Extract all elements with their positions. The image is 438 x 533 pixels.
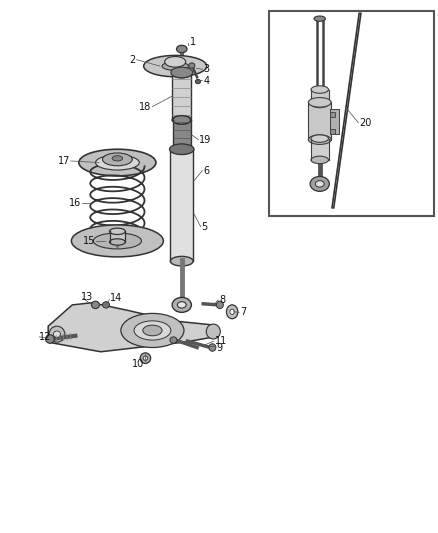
Ellipse shape — [230, 309, 234, 314]
Text: 4: 4 — [203, 76, 209, 86]
Text: 6: 6 — [203, 166, 209, 175]
Text: 14: 14 — [110, 294, 122, 303]
Ellipse shape — [172, 116, 191, 124]
Ellipse shape — [310, 176, 329, 191]
Bar — [269, 11, 434, 216]
Ellipse shape — [102, 302, 110, 308]
Ellipse shape — [311, 86, 328, 93]
Ellipse shape — [121, 313, 184, 348]
Ellipse shape — [209, 344, 216, 351]
Polygon shape — [48, 303, 215, 352]
Ellipse shape — [216, 301, 223, 309]
Text: 19: 19 — [199, 135, 212, 144]
Text: 13: 13 — [81, 293, 93, 302]
Ellipse shape — [46, 335, 54, 343]
Text: 1: 1 — [190, 37, 196, 46]
Ellipse shape — [110, 228, 125, 235]
Ellipse shape — [173, 116, 191, 124]
Ellipse shape — [172, 69, 191, 78]
Ellipse shape — [314, 16, 325, 21]
Ellipse shape — [311, 156, 328, 164]
Ellipse shape — [189, 63, 195, 68]
Ellipse shape — [112, 156, 123, 161]
Ellipse shape — [92, 301, 99, 309]
Text: 18: 18 — [139, 102, 152, 111]
Bar — [311, 139, 328, 160]
Bar — [330, 129, 335, 134]
Ellipse shape — [172, 297, 191, 312]
Text: 20: 20 — [359, 118, 371, 127]
Ellipse shape — [170, 144, 194, 155]
Text: 12: 12 — [39, 332, 51, 342]
Ellipse shape — [95, 155, 139, 170]
Ellipse shape — [143, 356, 148, 360]
Ellipse shape — [311, 100, 328, 108]
Ellipse shape — [102, 153, 132, 166]
Bar — [330, 109, 339, 134]
Ellipse shape — [177, 45, 187, 53]
Text: 8: 8 — [219, 295, 225, 304]
Ellipse shape — [177, 302, 186, 308]
Text: 10: 10 — [132, 359, 144, 368]
Ellipse shape — [53, 331, 60, 337]
Ellipse shape — [311, 135, 328, 142]
Ellipse shape — [308, 135, 331, 144]
Ellipse shape — [165, 56, 186, 67]
Text: 11: 11 — [215, 336, 227, 346]
Text: 9: 9 — [216, 343, 223, 352]
Bar — [311, 90, 328, 104]
Ellipse shape — [226, 305, 238, 319]
Ellipse shape — [170, 337, 177, 343]
Ellipse shape — [49, 326, 65, 342]
Ellipse shape — [134, 321, 171, 340]
Text: 2: 2 — [130, 55, 136, 64]
Ellipse shape — [93, 233, 141, 249]
Text: 5: 5 — [201, 222, 208, 231]
Text: 15: 15 — [83, 236, 95, 246]
Bar — [110, 231, 125, 242]
Ellipse shape — [110, 239, 125, 245]
Text: 7: 7 — [240, 308, 246, 317]
Ellipse shape — [195, 79, 201, 84]
Text: 17: 17 — [58, 156, 70, 166]
Ellipse shape — [71, 225, 163, 257]
Ellipse shape — [144, 55, 207, 77]
Bar — [330, 112, 335, 117]
Ellipse shape — [308, 98, 331, 107]
Bar — [172, 74, 191, 120]
Ellipse shape — [315, 181, 324, 187]
Ellipse shape — [170, 256, 193, 266]
Bar — [308, 102, 331, 140]
Text: 3: 3 — [203, 64, 209, 74]
Bar — [173, 120, 191, 149]
Ellipse shape — [162, 62, 188, 70]
Ellipse shape — [143, 325, 162, 336]
Ellipse shape — [170, 144, 193, 154]
Ellipse shape — [171, 67, 193, 78]
Bar — [170, 149, 193, 261]
Ellipse shape — [79, 149, 156, 176]
Ellipse shape — [206, 324, 220, 339]
Ellipse shape — [173, 145, 191, 154]
Text: 16: 16 — [69, 198, 81, 207]
Ellipse shape — [140, 353, 151, 364]
